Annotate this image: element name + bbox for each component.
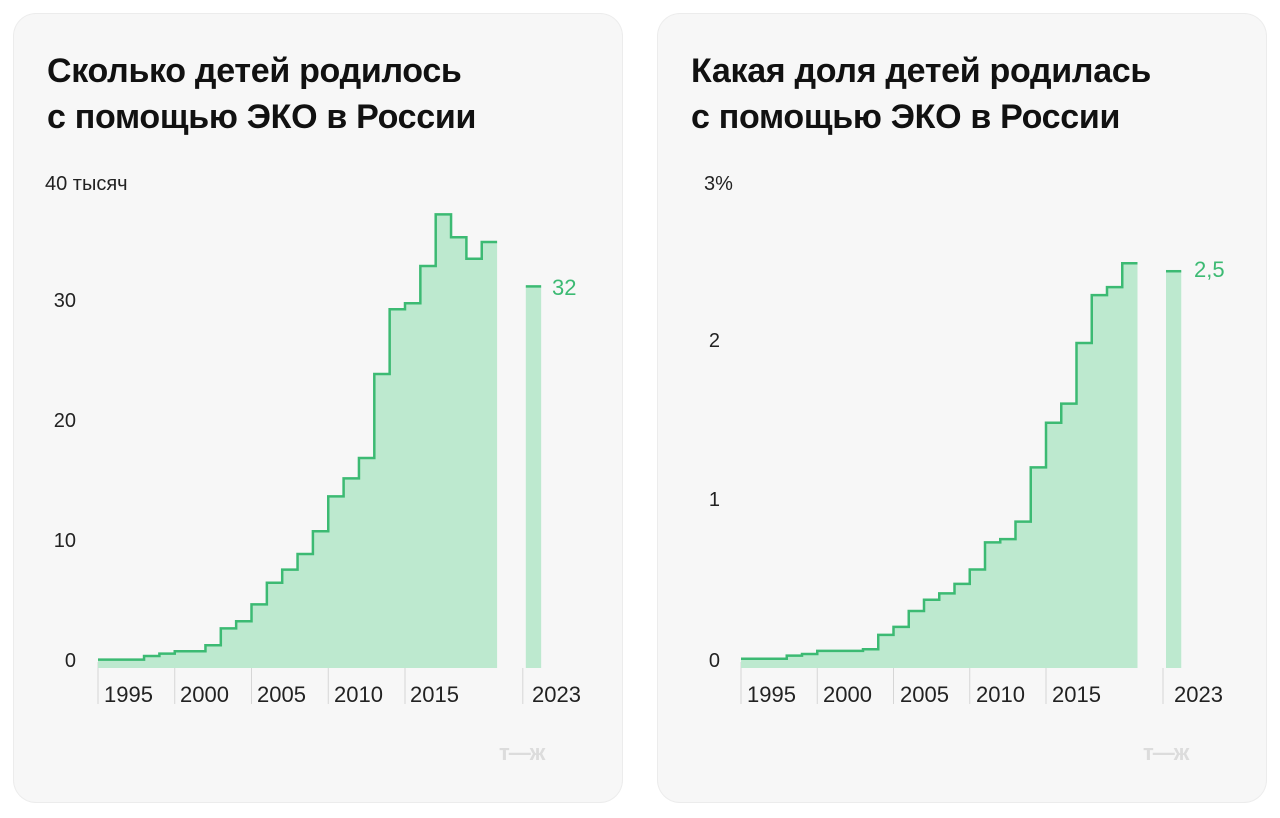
tzh-logo: т—ж <box>499 740 545 765</box>
x-tick-2023: 2023 <box>1174 682 1223 707</box>
tzh-logo: т—ж <box>1143 740 1189 765</box>
x-tick-2015: 2015 <box>410 682 459 707</box>
x-tick-2005: 2005 <box>900 682 949 707</box>
step-area-plot <box>97 213 542 704</box>
title-line-2: с помощью ЭКО в России <box>691 98 1121 136</box>
x-tick-2010: 2010 <box>334 682 383 707</box>
y-tick-1: 1 <box>708 489 720 511</box>
x-tick-2005: 2005 <box>257 682 306 707</box>
chart-card-share: Какая доля детей родилась с помощью ЭКО … <box>658 14 1266 802</box>
title-line-1: Сколько детей родилось <box>47 52 462 90</box>
y-tick-20: 20 <box>53 410 76 432</box>
x-tick-1995: 1995 <box>104 682 153 707</box>
x-tick-2000: 2000 <box>180 682 229 707</box>
title-line-1: Какая доля детей родилась <box>691 52 1152 90</box>
chart-card-births: Сколько детей родилось с помощью ЭКО в Р… <box>14 14 622 802</box>
end-value-label: 2,5 <box>1194 257 1225 282</box>
chart-title: Какая доля детей родилась с помощью ЭКО … <box>691 48 1251 140</box>
chart-title: Сколько детей родилось с помощью ЭКО в Р… <box>47 48 607 140</box>
y-tick-30: 30 <box>53 290 76 312</box>
x-tick-1995: 1995 <box>747 682 796 707</box>
title-line-2: с помощью ЭКО в России <box>47 98 477 136</box>
end-value-label: 32 <box>552 275 577 300</box>
x-tick-2023: 2023 <box>532 682 581 707</box>
y-tick-0: 0 <box>708 650 720 672</box>
x-tick-2015: 2015 <box>1052 682 1101 707</box>
y-tick-0: 0 <box>64 650 76 672</box>
y-tick-2: 2 <box>708 330 720 352</box>
y-axis-unit-label: 3% <box>704 173 733 195</box>
x-tick-2000: 2000 <box>823 682 872 707</box>
y-tick-10: 10 <box>53 530 76 552</box>
y-axis-unit-label: 40 тысяч <box>45 173 128 195</box>
x-tick-2010: 2010 <box>976 682 1025 707</box>
step-area-plot <box>740 262 1182 704</box>
